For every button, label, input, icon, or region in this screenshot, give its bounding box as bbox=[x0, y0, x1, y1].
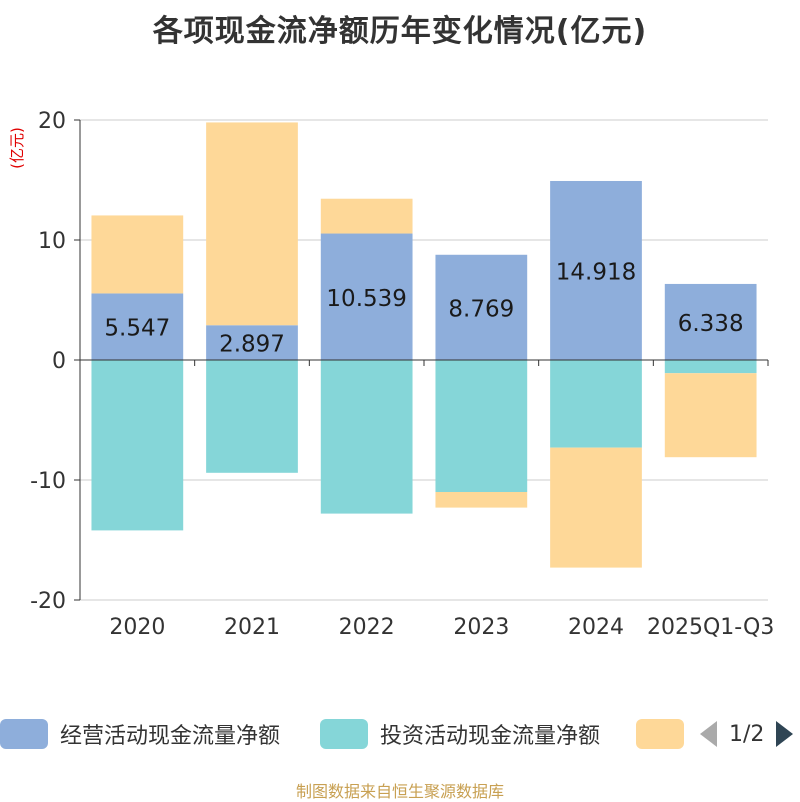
x-tick-label: 2022 bbox=[339, 615, 395, 640]
x-tick-label: 2025Q1-Q3 bbox=[647, 615, 774, 640]
bar-series1-2020 bbox=[91, 360, 184, 531]
bar-series0-2024 bbox=[550, 180, 642, 360]
legend-swatch-operating bbox=[0, 719, 48, 749]
data-label: 2.897 bbox=[219, 332, 285, 358]
legend-item-investing[interactable]: 投资活动现金流量净额 bbox=[320, 716, 600, 752]
bar-series1-2023 bbox=[435, 360, 528, 492]
y-axis-label: (亿元) bbox=[8, 127, 26, 169]
legend-pager: 1/2 bbox=[700, 718, 794, 750]
bar-series0-2021 bbox=[206, 325, 298, 360]
bar-series1-2022 bbox=[320, 360, 413, 514]
bar-series2-2022 bbox=[320, 198, 413, 234]
legend-label-investing: 投资活动现金流量净额 bbox=[380, 724, 601, 749]
data-label: 14.918 bbox=[556, 259, 636, 285]
legend: 经营活动现金流量净额 投资活动现金流量净额 1/2 bbox=[0, 716, 800, 756]
bar-series0-2025Q1-Q3 bbox=[664, 283, 757, 360]
bar-series1-2024 bbox=[550, 360, 642, 448]
y-tick-label: -10 bbox=[30, 469, 66, 494]
legend-item-financing[interactable] bbox=[636, 716, 684, 752]
data-label: 6.338 bbox=[678, 311, 744, 337]
legend-swatch-financing bbox=[636, 719, 684, 749]
chart-plot: 20 10 0 -10 -20 (亿元) 2020 2021 2022 2023 2024 2025Q… bbox=[8, 109, 774, 640]
y-tick-label: -20 bbox=[30, 589, 66, 614]
bar-series0-2023 bbox=[435, 254, 528, 360]
x-tick-label: 2020 bbox=[109, 615, 165, 640]
data-label: 10.539 bbox=[326, 286, 406, 312]
bar-series2-2021 bbox=[206, 122, 298, 326]
y-tick-label: 10 bbox=[38, 229, 66, 254]
bar-series2-2020 bbox=[91, 215, 184, 294]
data-label: 5.547 bbox=[104, 316, 170, 342]
bar-series0-2022 bbox=[320, 233, 413, 360]
x-tick-label: 2021 bbox=[224, 615, 280, 640]
x-tick-label: 2023 bbox=[453, 615, 509, 640]
bar-series2-2024 bbox=[550, 447, 642, 568]
source-note: 制图数据来自恒生聚源数据库 bbox=[295, 782, 504, 801]
bar-series1-2021 bbox=[206, 360, 298, 473]
data-label: 8.769 bbox=[448, 296, 514, 322]
pager-prev-icon[interactable] bbox=[700, 721, 717, 747]
bar-series2-2025Q1-Q3 bbox=[664, 373, 757, 458]
bar-series0-2020 bbox=[91, 293, 184, 360]
chart-title: 各项现金流净额历年变化情况(亿元) bbox=[152, 14, 648, 49]
bar-series1-2025Q1-Q3 bbox=[664, 360, 757, 374]
bar-series2-2023 bbox=[435, 492, 528, 508]
legend-swatch-investing bbox=[320, 719, 368, 749]
pager-text: 1/2 bbox=[729, 721, 765, 747]
pager-next-icon[interactable] bbox=[776, 721, 794, 747]
legend-item-operating[interactable]: 经营活动现金流量净额 bbox=[0, 716, 280, 752]
y-tick-label: 0 bbox=[52, 349, 66, 374]
y-tick-label: 20 bbox=[38, 109, 66, 134]
legend-label-operating: 经营活动现金流量净额 bbox=[60, 724, 281, 749]
x-tick-label: 2024 bbox=[568, 615, 624, 640]
